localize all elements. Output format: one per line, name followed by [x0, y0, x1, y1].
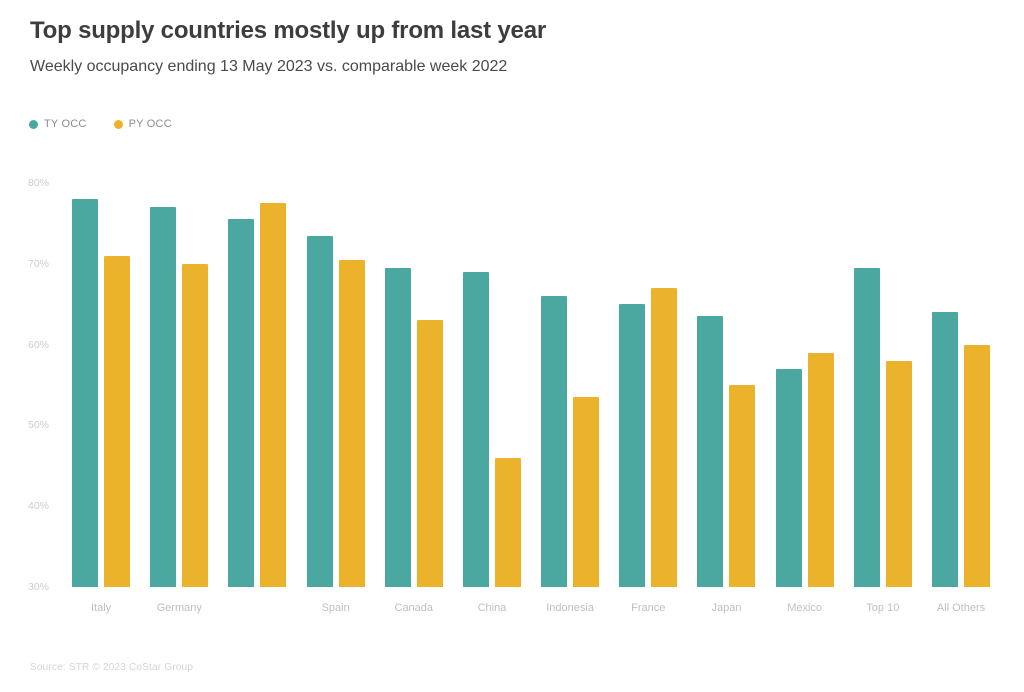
- bar-py-occ-italy: [104, 255, 131, 587]
- bar-group-all-others: [922, 183, 1000, 587]
- source-note: Source: STR © 2023 CoStar Group: [30, 662, 194, 673]
- bar-group-unlabeled-3: [218, 183, 296, 587]
- bar-ty-occ-germany: [150, 207, 177, 587]
- bar-py-occ-germany: [182, 263, 209, 587]
- x-axis-label-china: China: [477, 602, 507, 614]
- bar-ty-occ-italy: [72, 199, 99, 587]
- legend-item-py-occ: PY OCC: [113, 118, 172, 130]
- x-axis-label-germany: Germany: [156, 602, 202, 614]
- legend-label-py-occ: PY OCC: [128, 118, 172, 130]
- bar-py-occ-all-others: [963, 344, 990, 587]
- bar-py-occ-top-10: [885, 360, 912, 587]
- bar-ty-occ-all-others: [931, 312, 958, 587]
- bar-ty-occ-france: [619, 304, 646, 587]
- x-axis-label-france: France: [631, 602, 666, 614]
- y-tick-label-40: 40%: [28, 500, 50, 513]
- bar-py-occ-japan: [729, 385, 756, 587]
- x-axis-label-unlabeled-3: [218, 602, 296, 614]
- bar-group-japan: [687, 183, 765, 587]
- legend: TY OCC PY OCC: [29, 118, 172, 130]
- bar-ty-occ-top-10: [853, 267, 880, 587]
- bar-ty-occ-indonesia: [541, 296, 568, 587]
- bar-ty-occ-mexico: [775, 368, 802, 587]
- bar-ty-occ-china: [462, 271, 489, 587]
- x-axis-label-japan: Japan: [711, 602, 742, 614]
- x-axis-label-spain: Spain: [321, 602, 350, 614]
- bar-py-occ-spain: [338, 259, 365, 587]
- y-axis: 30% 40% 50% 60% 70% 80%: [28, 177, 58, 593]
- plot-area: [62, 183, 1000, 587]
- bar-group-france: [609, 183, 687, 587]
- bar-group-mexico: [766, 183, 844, 587]
- bar-group-italy: [62, 183, 140, 587]
- bar-ty-occ-unlabeled-3: [228, 219, 255, 587]
- x-axis: Italy Germany Spain Canada China Indonesia Fra…: [62, 602, 1000, 614]
- bar-group-germany: [140, 183, 218, 587]
- chart-title: Top supply countries mostly up from last…: [30, 17, 546, 44]
- bar-py-occ-indonesia: [573, 397, 600, 587]
- bar-group-china: [453, 183, 531, 587]
- bar-group-spain: [297, 183, 375, 587]
- x-axis-label-all-others: All Others: [936, 602, 986, 614]
- y-tick-label-30: 30%: [28, 581, 50, 593]
- bar-py-occ-france: [651, 288, 678, 587]
- bar-ty-occ-canada: [384, 267, 411, 587]
- y-tick-label-60: 60%: [28, 338, 50, 351]
- x-axis-label-top-10: Top 10: [866, 602, 900, 614]
- bar-group-top-10: [844, 183, 922, 587]
- bar-py-occ-canada: [416, 320, 443, 587]
- x-axis-label-indonesia: Indonesia: [546, 602, 594, 614]
- y-tick-label-80: 80%: [28, 177, 50, 189]
- legend-label-ty-occ: TY OCC: [44, 118, 87, 130]
- bar-ty-occ-spain: [306, 235, 333, 587]
- y-tick-label-70: 70%: [28, 257, 50, 270]
- legend-dot-py-occ-icon: [113, 119, 123, 129]
- y-tick-label-50: 50%: [28, 419, 50, 432]
- bar-py-occ-mexico: [807, 352, 834, 587]
- x-axis-label-canada: Canada: [394, 602, 434, 614]
- bar-group-canada: [375, 183, 453, 587]
- bar-py-occ-china: [494, 457, 521, 587]
- legend-item-ty-occ: TY OCC: [29, 118, 87, 130]
- bar-py-occ-unlabeled-3: [260, 203, 287, 587]
- legend-dot-ty-occ-icon: [29, 119, 38, 129]
- chart-subtitle: Weekly occupancy ending 13 May 2023 vs. …: [30, 58, 508, 75]
- bar-group-indonesia: [531, 183, 609, 587]
- bar-ty-occ-japan: [697, 316, 724, 587]
- x-axis-label-italy: Italy: [90, 602, 112, 614]
- x-axis-label-mexico: Mexico: [787, 602, 823, 614]
